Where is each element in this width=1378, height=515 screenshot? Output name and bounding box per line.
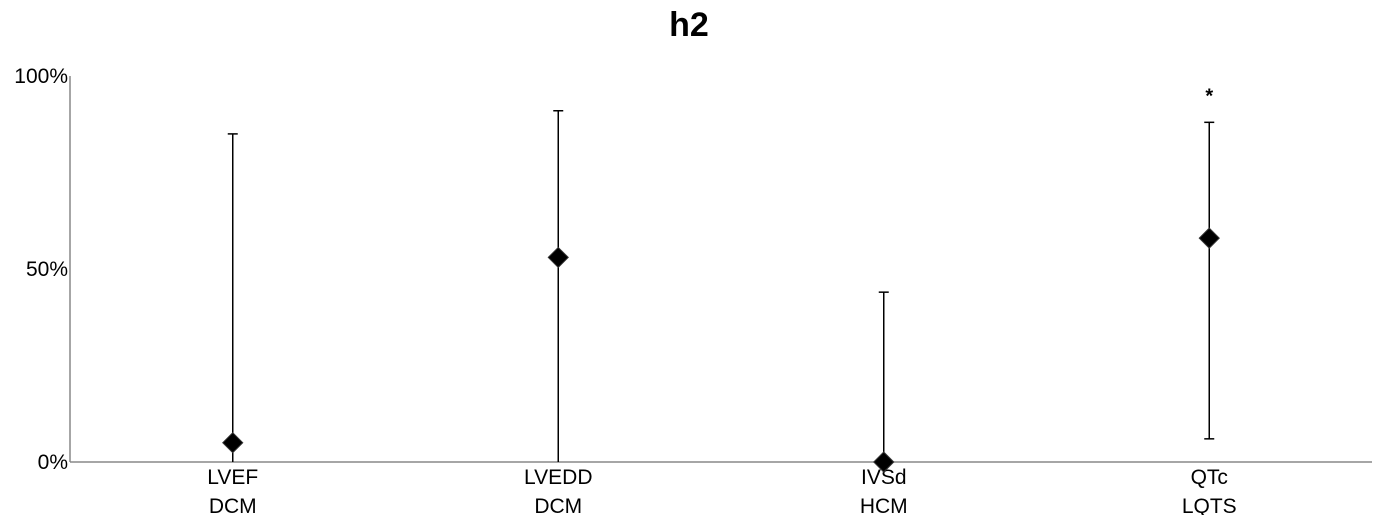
data-point bbox=[1198, 227, 1220, 249]
significance-marker: * bbox=[1205, 85, 1213, 107]
x-category-label: DCM bbox=[209, 495, 257, 515]
x-category-label: LVEF bbox=[207, 466, 258, 489]
x-category-label: QTc bbox=[1191, 466, 1228, 489]
y-tick-label: 100% bbox=[14, 65, 68, 88]
x-category-label: LVEDD bbox=[524, 466, 592, 489]
data-point bbox=[222, 431, 244, 454]
chart-marks: * bbox=[222, 85, 1220, 473]
axes: 0% 50% 100% LVEF DCM LVEDD DCM IVSd HCM QTc LQTS bbox=[14, 65, 1372, 515]
y-tick-label: 0% bbox=[38, 451, 68, 474]
data-point bbox=[547, 246, 569, 269]
data-point bbox=[873, 451, 895, 473]
y-tick-label: 50% bbox=[26, 258, 68, 281]
x-category-label: HCM bbox=[860, 495, 908, 515]
x-category-label: DCM bbox=[534, 495, 582, 515]
x-category-label: IVSd bbox=[861, 466, 907, 489]
chart-title: h2 bbox=[669, 6, 709, 44]
x-category-label: LQTS bbox=[1182, 495, 1237, 515]
